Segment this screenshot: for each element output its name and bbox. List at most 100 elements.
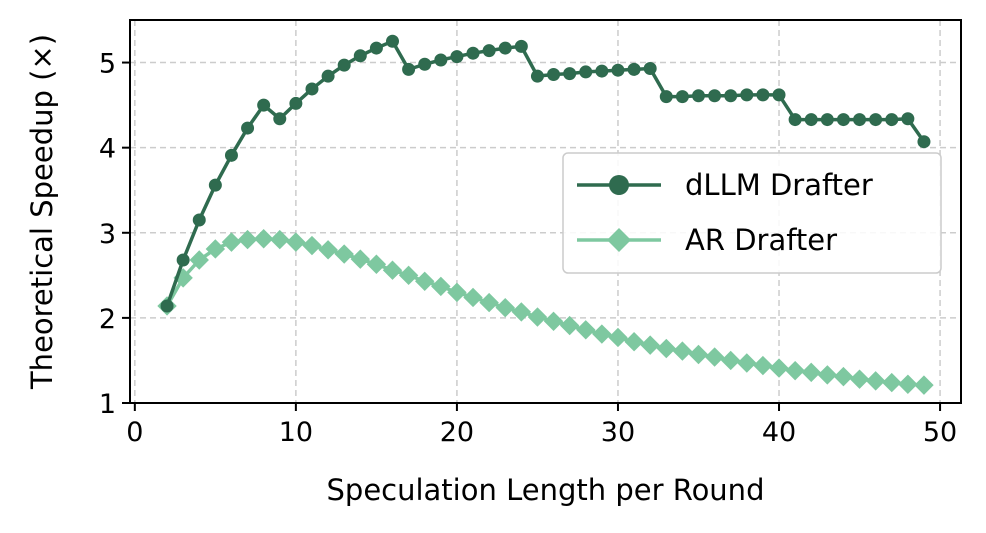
dllm-drafter-point bbox=[305, 82, 319, 96]
ar-drafter-point bbox=[205, 239, 226, 259]
ar-drafter-point bbox=[753, 355, 773, 376]
dllm-drafter-point bbox=[257, 98, 271, 112]
ar-drafter-point bbox=[366, 254, 387, 274]
dllm-drafter-point bbox=[595, 64, 609, 78]
dllm-drafter-point bbox=[208, 178, 222, 192]
ar-drafter-point bbox=[463, 287, 483, 308]
dllm-drafter-point bbox=[740, 88, 754, 102]
legend-box bbox=[562, 152, 942, 274]
axis-ticks: 0 10 20 30 40 50 1 2 3 4 5 bbox=[99, 49, 957, 448]
y-tick-label: 3 bbox=[99, 219, 116, 250]
ar-drafter-point bbox=[189, 250, 209, 270]
legend-marker bbox=[609, 175, 629, 195]
ar-drafter-point bbox=[882, 372, 902, 393]
ar-drafter-point bbox=[479, 292, 499, 313]
ar-drafter-point bbox=[769, 358, 789, 378]
ar-drafter-point bbox=[688, 344, 709, 365]
dllm-drafter-point bbox=[466, 46, 480, 60]
ar-drafter-point bbox=[270, 229, 290, 250]
dllm-drafter-point bbox=[788, 113, 802, 127]
ar-drafter-point bbox=[495, 297, 515, 318]
ar-drafter-point bbox=[237, 229, 258, 250]
y-tick-label: 4 bbox=[99, 134, 116, 165]
ar-drafter-point bbox=[785, 360, 805, 381]
legend-label: dLLM Drafter bbox=[685, 168, 873, 202]
dllm-drafter-point bbox=[241, 121, 255, 135]
dllm-drafter-point bbox=[708, 89, 722, 103]
dllm-drafter-point bbox=[901, 112, 915, 126]
dllm-drafter-point bbox=[643, 62, 657, 76]
ar-drafter-point bbox=[672, 341, 693, 361]
dllm-drafter-point bbox=[659, 90, 673, 104]
ar-drafter-point bbox=[334, 244, 354, 264]
dllm-drafter-point bbox=[353, 49, 367, 63]
dllm-drafter-point bbox=[804, 113, 818, 127]
y-axis-label: Theoretical Speedup (×) bbox=[25, 34, 59, 390]
ar-drafter-point bbox=[431, 276, 451, 297]
plot-frame bbox=[129, 19, 962, 404]
ar-drafter-point bbox=[576, 320, 596, 340]
dllm-drafter-point bbox=[917, 135, 931, 149]
dllm-drafter-series bbox=[160, 34, 931, 313]
x-axis-label: Speculation Length per Round bbox=[327, 473, 765, 507]
dllm-drafter-point bbox=[402, 62, 416, 76]
ar-drafter-point bbox=[720, 350, 741, 371]
x-tick-label: 0 bbox=[126, 417, 143, 448]
x-tick-label: 30 bbox=[601, 417, 635, 448]
dllm-drafter-point bbox=[321, 69, 335, 83]
dllm-drafter-point bbox=[192, 213, 206, 227]
ar-drafter-point bbox=[608, 327, 628, 348]
dllm-drafter-point bbox=[482, 44, 496, 58]
dllm-drafter-point bbox=[418, 57, 432, 71]
ar-drafter-point bbox=[640, 335, 660, 355]
dllm-drafter-point bbox=[563, 67, 577, 81]
x-tick-label: 40 bbox=[762, 417, 796, 448]
ar-drafter-point bbox=[527, 307, 548, 327]
dllm-drafter-point bbox=[498, 41, 512, 55]
ar-drafter-point bbox=[817, 365, 838, 385]
legend-label: AR Drafter bbox=[685, 223, 837, 257]
ar-drafter-point bbox=[415, 271, 435, 291]
dllm-drafter-point bbox=[611, 63, 625, 77]
dllm-drafter-point bbox=[530, 69, 544, 83]
dllm-drafter-point bbox=[386, 34, 400, 48]
plot-series bbox=[157, 34, 934, 395]
dllm-drafter-point bbox=[885, 113, 899, 127]
dllm-drafter-point bbox=[547, 67, 561, 81]
dllm-drafter-point bbox=[273, 112, 287, 126]
x-tick-label: 10 bbox=[279, 417, 313, 448]
ar-drafter-point bbox=[511, 302, 532, 322]
ar-drafter-point bbox=[286, 232, 306, 252]
dllm-drafter-point bbox=[176, 253, 190, 267]
ar-drafter-point bbox=[865, 371, 886, 391]
dllm-drafter-point bbox=[772, 88, 786, 102]
ar-drafter-point bbox=[543, 311, 564, 332]
dllm-drafter-point bbox=[514, 39, 528, 53]
dllm-drafter-point bbox=[289, 96, 303, 110]
dllm-drafter-point bbox=[836, 113, 850, 127]
ar-drafter-point bbox=[624, 332, 644, 352]
ar-drafter-point bbox=[833, 366, 854, 387]
ar-drafter-point bbox=[447, 282, 467, 303]
dllm-drafter-point bbox=[579, 65, 593, 79]
ar-drafter-point bbox=[398, 265, 419, 286]
dllm-drafter-point bbox=[627, 62, 641, 76]
ar-drafter-point bbox=[559, 315, 580, 336]
dllm-drafter-point bbox=[853, 113, 867, 127]
dllm-drafter-point bbox=[450, 50, 464, 64]
ar-drafter-point bbox=[302, 235, 322, 256]
dllm-drafter-point bbox=[820, 113, 834, 127]
x-tick-label: 20 bbox=[440, 417, 474, 448]
ar-drafter-point bbox=[350, 249, 371, 269]
ar-drafter-point bbox=[382, 260, 403, 280]
dllm-drafter-point bbox=[160, 299, 174, 313]
legend: dLLM Drafter AR Drafter bbox=[562, 152, 942, 274]
dllm-drafter-point bbox=[369, 41, 383, 55]
dllm-drafter-point bbox=[756, 88, 770, 102]
dllm-drafter-point bbox=[224, 148, 238, 162]
dllm-drafter-point bbox=[691, 89, 705, 103]
y-tick-label: 2 bbox=[99, 304, 116, 335]
x-tick-label: 50 bbox=[923, 417, 957, 448]
ar-drafter-point bbox=[898, 374, 918, 394]
